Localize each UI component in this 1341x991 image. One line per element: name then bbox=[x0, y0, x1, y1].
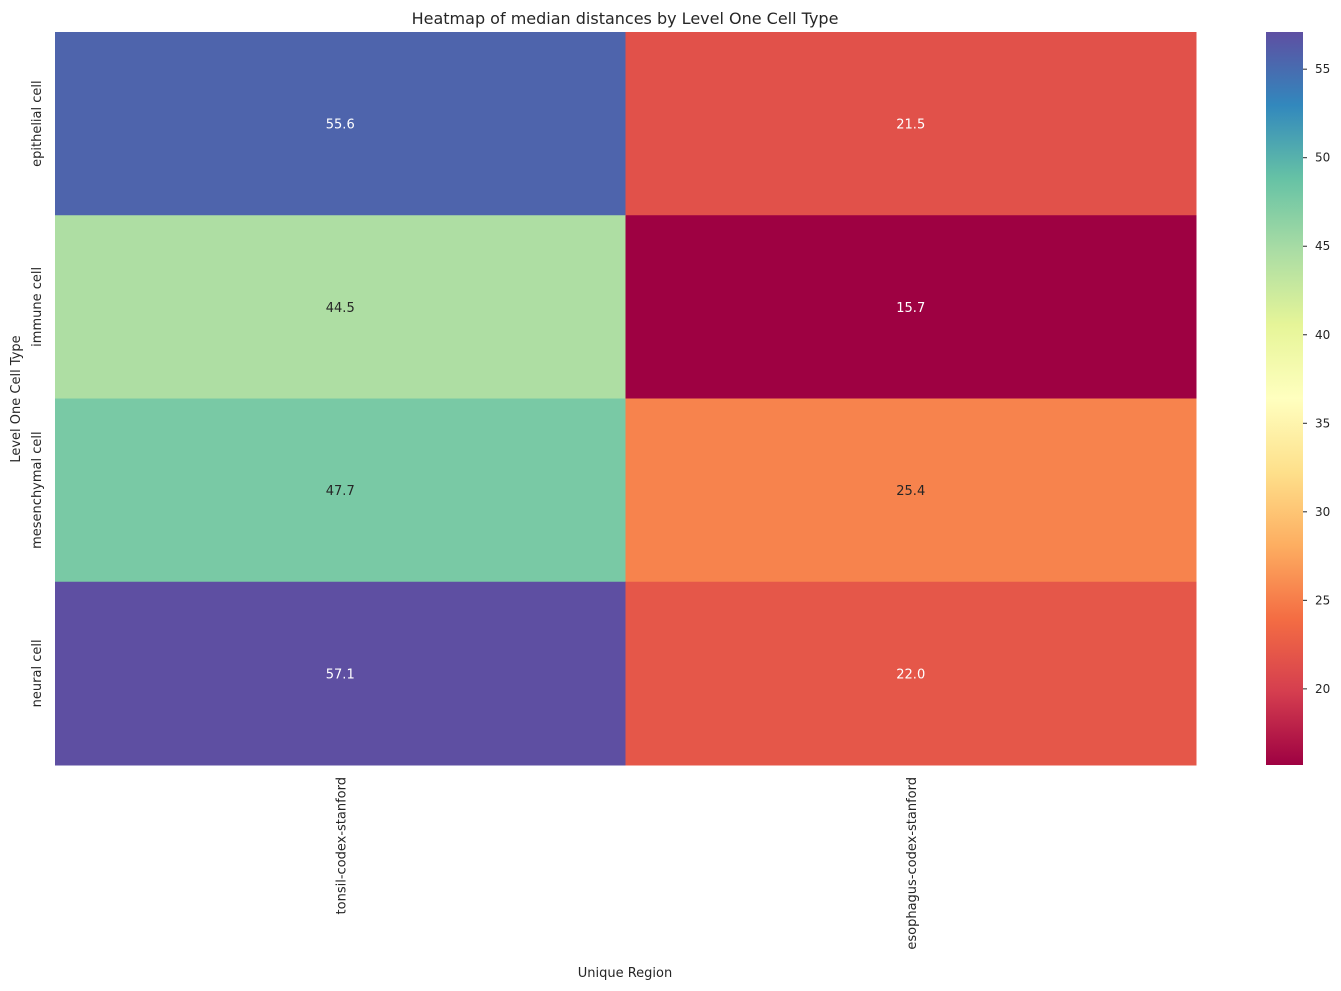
colorbar-tick-label: 55 bbox=[1315, 62, 1330, 76]
cell-value-label: 25.4 bbox=[896, 484, 925, 499]
x-axis-label: Unique Region bbox=[578, 966, 673, 981]
y-tick-label: mesenchymal cell bbox=[30, 431, 45, 549]
heatmap-cell bbox=[625, 398, 1197, 583]
colorbar-tick-label: 20 bbox=[1315, 682, 1330, 696]
x-tick-labels: tonsil-codex-stanford esophagus-codex-sta… bbox=[334, 777, 920, 950]
cell-value-label: 55.6 bbox=[326, 118, 355, 133]
colorbar-tick-label: 25 bbox=[1315, 593, 1330, 607]
heatmap-cell bbox=[625, 32, 1197, 216]
y-tick-labels: epithelial cell immune cell mesenchymal ce… bbox=[30, 80, 45, 707]
cell-value-label: 22.0 bbox=[896, 667, 925, 682]
colorbar bbox=[1266, 32, 1303, 765]
y-axis-label: Level One Cell Type bbox=[9, 335, 24, 462]
colorbar-tick-label: 35 bbox=[1315, 416, 1330, 430]
x-tick-label: tonsil-codex-stanford bbox=[334, 777, 349, 914]
cell-value-label: 47.7 bbox=[326, 484, 355, 499]
heatmap-cell bbox=[55, 398, 626, 583]
heatmap-cell bbox=[55, 32, 626, 216]
colorbar-tick-label: 45 bbox=[1315, 239, 1330, 253]
x-tick-label: esophagus-codex-stanford bbox=[905, 777, 920, 950]
y-tick-label: immune cell bbox=[30, 267, 45, 347]
colorbar-tick-label: 50 bbox=[1315, 151, 1330, 165]
colorbar-tick-label: 40 bbox=[1315, 328, 1330, 342]
colorbar-ticks: 20 25 30 35 40 45 50 55 bbox=[1303, 62, 1330, 696]
y-tick-label: neural cell bbox=[30, 639, 45, 707]
cell-value-label: 44.5 bbox=[326, 301, 355, 316]
colorbar-tick-label: 30 bbox=[1315, 505, 1330, 519]
heatmap-cell bbox=[55, 215, 626, 399]
heatmap-cell bbox=[625, 215, 1197, 399]
chart-title: Heatmap of median distances by Level One… bbox=[412, 9, 839, 28]
cell-value-label: 15.7 bbox=[896, 301, 925, 316]
heatmap-cell-labels: 55.6 21.5 44.5 15.7 47.7 25.4 57.1 22.0 bbox=[326, 118, 925, 683]
heatmap-cell bbox=[55, 581, 626, 766]
cell-value-label: 21.5 bbox=[896, 118, 925, 133]
y-tick-label: epithelial cell bbox=[30, 80, 45, 167]
heatmap-cells bbox=[55, 32, 1197, 766]
cell-value-label: 57.1 bbox=[326, 667, 355, 682]
heatmap-cell bbox=[625, 581, 1197, 766]
